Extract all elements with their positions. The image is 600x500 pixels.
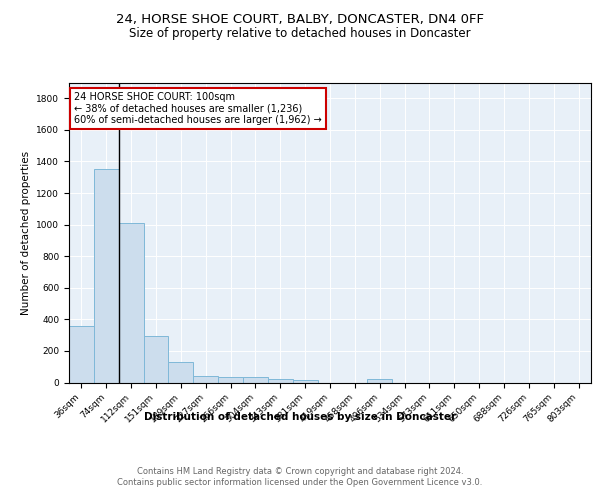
Bar	[143, 336, 169, 382]
Text: Size of property relative to detached houses in Doncaster: Size of property relative to detached ho…	[129, 28, 471, 40]
Y-axis label: Number of detached properties: Number of detached properties	[21, 150, 31, 314]
Bar	[119, 223, 143, 382]
Bar	[193, 376, 218, 382]
Text: Contains HM Land Registry data © Crown copyright and database right 2024.
Contai: Contains HM Land Registry data © Crown c…	[118, 468, 482, 487]
Bar	[169, 362, 193, 382]
Bar	[218, 376, 243, 382]
Text: Distribution of detached houses by size in Doncaster: Distribution of detached houses by size …	[144, 412, 456, 422]
Bar	[243, 377, 268, 382]
Text: 24, HORSE SHOE COURT, BALBY, DONCASTER, DN4 0FF: 24, HORSE SHOE COURT, BALBY, DONCASTER, …	[116, 12, 484, 26]
Bar	[94, 168, 119, 382]
Bar	[69, 326, 94, 382]
Bar	[268, 379, 293, 382]
Text: 24 HORSE SHOE COURT: 100sqm
← 38% of detached houses are smaller (1,236)
60% of : 24 HORSE SHOE COURT: 100sqm ← 38% of det…	[74, 92, 322, 124]
Bar	[293, 380, 317, 382]
Bar	[367, 379, 392, 382]
